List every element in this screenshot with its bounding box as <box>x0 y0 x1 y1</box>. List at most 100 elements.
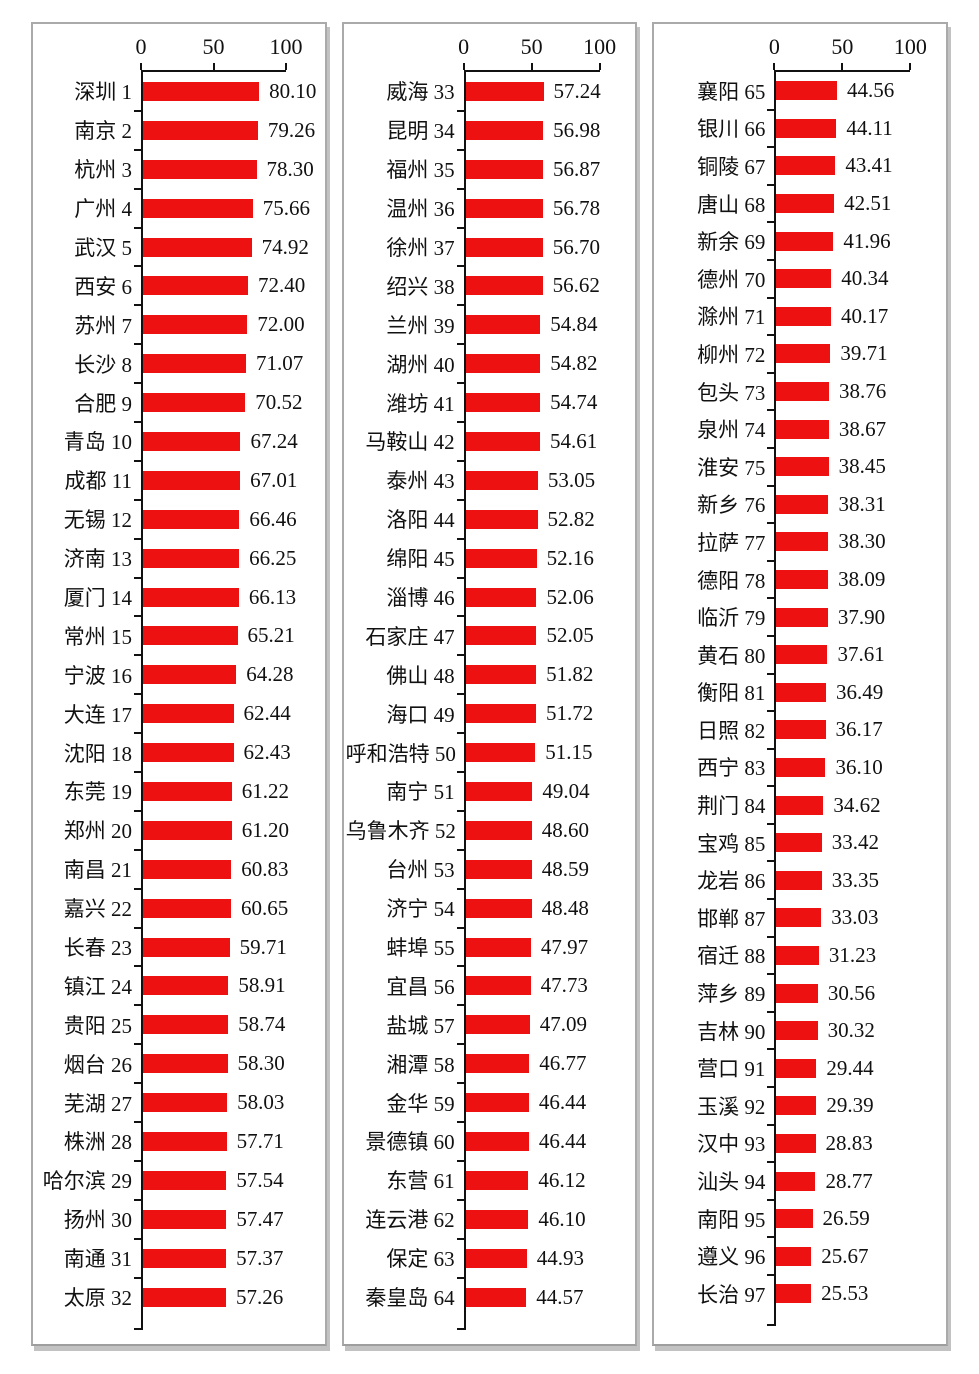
bar-row: 西宁 83 36.10 <box>656 747 942 787</box>
score-value: 74.92 <box>261 234 309 259</box>
score-value: 61.20 <box>241 817 289 842</box>
score-bar <box>776 382 830 402</box>
city-label: 湖州 40 <box>386 352 455 377</box>
x-axis: 0 50 100 <box>136 32 303 72</box>
bar-row: 荆门 84 34.62 <box>656 785 942 824</box>
rows: 威海 33 57.24 昆明 34 56.98 福州 35 56.87 温州 36 56.78… <box>346 72 632 1317</box>
score-bar <box>776 306 831 326</box>
x-axis-tick <box>909 63 912 70</box>
score-bar <box>465 898 532 918</box>
score-value: 29.44 <box>826 1055 874 1080</box>
bar-row: 芜湖 27 58.03 <box>35 1082 321 1122</box>
bar-track: 40.34 <box>774 266 942 291</box>
city-label: 包头 73 <box>697 380 766 405</box>
ranking-panel-1: 0 50 100 深圳 1 80.10 南京 2 79.26 杭州 3 78.30 广州 4… <box>31 22 327 1346</box>
bar-track: 54.84 <box>464 312 632 337</box>
score-value: 58.30 <box>237 1051 285 1076</box>
score-value: 54.82 <box>550 351 598 376</box>
bar-track: 51.82 <box>464 662 632 687</box>
bar-track: 37.90 <box>774 605 942 630</box>
score-value: 54.74 <box>550 390 598 415</box>
score-bar <box>465 781 533 801</box>
bar-row: 郑州 20 61.20 <box>35 809 321 850</box>
city-label: 石家庄 47 <box>365 624 455 649</box>
score-value: 36.17 <box>835 717 883 742</box>
score-value: 44.57 <box>536 1284 584 1309</box>
city-label: 绵阳 45 <box>386 547 455 572</box>
bar-row: 新乡 76 38.31 <box>656 484 942 524</box>
score-bar <box>465 626 537 646</box>
x-axis-tick-label: 0 <box>768 34 780 59</box>
score-value: 70.52 <box>255 390 303 415</box>
bar-row: 南昌 21 60.83 <box>35 848 321 889</box>
city-label: 郑州 20 <box>63 819 132 844</box>
score-value: 57.24 <box>553 78 601 103</box>
score-bar <box>465 81 544 101</box>
city-label: 济宁 54 <box>386 897 455 922</box>
score-bar <box>143 1054 228 1074</box>
score-bar <box>465 665 537 685</box>
score-bar <box>776 81 837 101</box>
bar-row: 长治 97 25.53 <box>656 1274 942 1313</box>
city-label: 龙岩 86 <box>697 869 766 894</box>
x-axis-tick <box>462 63 465 70</box>
ranking-panel-2: 0 50 100 威海 33 57.24 昆明 34 56.98 福州 35 56.87 温… <box>341 22 638 1346</box>
bar-row: 西安 6 72.40 <box>35 265 321 305</box>
bar-track: 33.42 <box>774 830 942 855</box>
score-value: 57.47 <box>236 1206 284 1231</box>
bar-track: 51.15 <box>464 740 632 765</box>
city-label: 昆明 34 <box>386 119 455 144</box>
bar-row: 德阳 78 38.09 <box>656 559 942 599</box>
x-axis-tick-label: 50 <box>520 34 543 59</box>
bar-track: 57.26 <box>141 1285 321 1310</box>
bar-row: 合肥 9 70.52 <box>35 382 321 422</box>
bar-row: 营口 91 29.44 <box>656 1048 942 1087</box>
bar-row: 湖州 40 54.82 <box>346 343 632 383</box>
city-label: 泉州 74 <box>697 418 766 443</box>
score-bar <box>465 1209 529 1229</box>
bar-track: 57.54 <box>141 1168 321 1193</box>
x-axis-tick-label: 0 <box>458 34 470 59</box>
bar-track: 41.96 <box>774 229 942 254</box>
score-bar <box>776 118 837 138</box>
score-bar <box>776 757 826 777</box>
score-bar <box>465 1170 529 1190</box>
city-label: 营口 91 <box>697 1057 766 1082</box>
bar-track: 62.43 <box>141 740 321 765</box>
bar-row: 深圳 1 80.10 <box>35 72 321 111</box>
bar-row: 昆明 34 56.98 <box>346 109 632 150</box>
bar-row: 台州 53 48.59 <box>346 848 632 889</box>
city-label: 绍兴 38 <box>386 274 455 299</box>
city-label: 广州 4 <box>74 197 132 222</box>
bar-track: 59.71 <box>141 935 321 960</box>
bar-track: 36.17 <box>774 717 942 742</box>
city-label: 苏州 7 <box>74 313 132 338</box>
score-bar <box>143 431 241 451</box>
score-value: 59.71 <box>239 934 287 959</box>
city-label: 保定 63 <box>386 1247 455 1272</box>
score-bar <box>465 431 540 451</box>
city-label: 金华 59 <box>386 1091 455 1116</box>
bar-row: 马鞍山 42 54.61 <box>346 421 632 461</box>
bar-row: 南通 31 57.37 <box>35 1237 321 1278</box>
score-value: 41.96 <box>843 228 891 253</box>
score-value: 38.31 <box>838 491 886 516</box>
bar-row: 柳州 72 39.71 <box>656 334 942 373</box>
city-label: 镇江 24 <box>63 974 132 999</box>
score-value: 38.09 <box>838 567 886 592</box>
score-bar <box>143 665 237 685</box>
score-bar <box>776 532 829 552</box>
rows: 深圳 1 80.10 南京 2 79.26 杭州 3 78.30 广州 4 75.66 武汉 5… <box>35 72 321 1317</box>
city-label: 宜昌 56 <box>386 974 455 999</box>
score-value: 65.21 <box>247 623 295 648</box>
score-value: 44.56 <box>846 78 895 103</box>
bar-track: 28.83 <box>774 1131 942 1156</box>
score-value: 78.30 <box>266 156 314 181</box>
score-value: 51.15 <box>545 740 593 765</box>
bar-row: 宜昌 56 47.73 <box>346 965 632 1005</box>
city-label: 呼和浩特 50 <box>345 741 456 766</box>
bar-row: 吉林 90 30.32 <box>656 1010 942 1050</box>
score-bar <box>465 393 541 413</box>
score-bar <box>143 354 247 374</box>
bar-row: 海口 49 51.72 <box>346 693 632 733</box>
